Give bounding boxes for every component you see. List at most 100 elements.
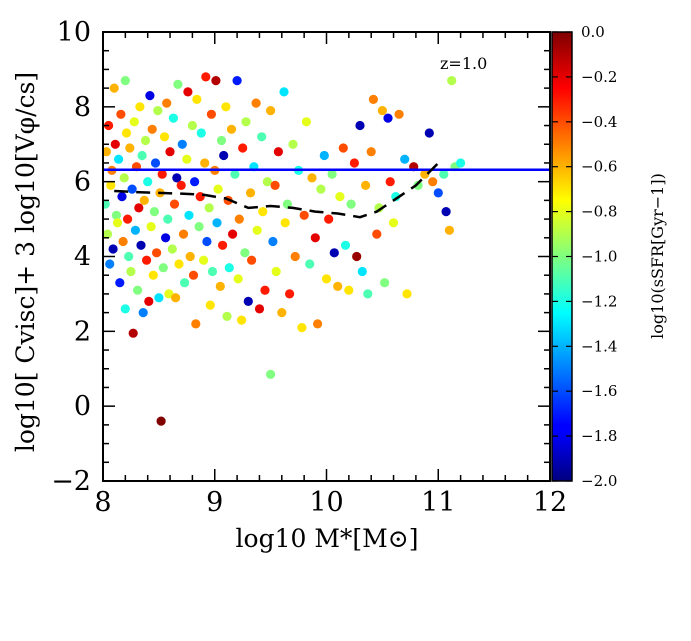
data-point bbox=[118, 236, 128, 247]
data-point bbox=[247, 255, 257, 265]
data-point bbox=[288, 139, 298, 149]
data-point bbox=[191, 319, 201, 329]
data-point bbox=[363, 289, 373, 299]
data-point bbox=[182, 154, 192, 164]
data-point bbox=[346, 199, 356, 209]
data-point bbox=[144, 296, 154, 306]
annotation-redshift: z=1.0 bbox=[440, 54, 487, 73]
data-point bbox=[163, 214, 173, 224]
data-point bbox=[420, 169, 430, 179]
y-tick-label: 0 bbox=[74, 391, 91, 422]
data-point bbox=[270, 180, 280, 190]
data-point bbox=[184, 210, 194, 220]
data-point bbox=[428, 177, 438, 187]
data-point bbox=[158, 263, 168, 273]
data-point bbox=[124, 251, 134, 262]
data-point bbox=[230, 169, 240, 179]
data-point bbox=[344, 285, 354, 295]
data-point bbox=[133, 285, 143, 295]
data-point bbox=[143, 177, 153, 187]
data-point bbox=[424, 128, 434, 138]
data-point bbox=[106, 180, 116, 190]
data-point bbox=[120, 76, 130, 86]
data-point bbox=[324, 214, 334, 224]
data-point bbox=[103, 199, 110, 209]
data-point bbox=[433, 188, 443, 198]
data-point bbox=[380, 278, 390, 288]
data-point bbox=[333, 281, 343, 291]
data-point bbox=[207, 266, 218, 277]
data-point bbox=[199, 255, 209, 265]
data-point bbox=[134, 203, 144, 213]
data-point bbox=[271, 266, 281, 277]
data-point bbox=[402, 289, 412, 299]
colorbar-tick-label: −0.4 bbox=[581, 113, 617, 131]
data-point bbox=[355, 120, 365, 131]
data-point bbox=[147, 124, 157, 134]
data-point bbox=[245, 188, 256, 198]
data-point bbox=[195, 192, 205, 202]
data-point bbox=[439, 169, 449, 179]
data-point bbox=[172, 173, 182, 183]
data-point bbox=[305, 259, 315, 269]
data-point bbox=[232, 76, 242, 86]
data-point bbox=[234, 214, 244, 224]
data-point bbox=[352, 251, 362, 262]
data-point bbox=[349, 158, 359, 168]
data-point bbox=[307, 173, 317, 183]
data-point bbox=[268, 236, 278, 247]
x-axis-title: log10 M*[M⊙] bbox=[236, 524, 419, 553]
plot-frame bbox=[102, 31, 551, 482]
data-point bbox=[176, 180, 186, 190]
y-tick-label: 4 bbox=[74, 242, 91, 273]
data-point bbox=[171, 293, 181, 303]
y-tick-label: 6 bbox=[74, 167, 91, 198]
data-point bbox=[201, 72, 211, 82]
data-point bbox=[316, 184, 326, 194]
data-point bbox=[110, 139, 120, 149]
colorbar-tick-label: −1.4 bbox=[581, 337, 617, 355]
data-point bbox=[222, 311, 232, 321]
data-point bbox=[240, 248, 250, 258]
data-point bbox=[226, 124, 237, 134]
colorbar-tick-label: 0.0 bbox=[581, 23, 605, 41]
data-point bbox=[215, 281, 225, 291]
data-point bbox=[150, 158, 161, 168]
data-point bbox=[125, 143, 135, 153]
data-point bbox=[447, 76, 457, 86]
data-point bbox=[290, 251, 300, 262]
data-point bbox=[206, 109, 216, 119]
data-point bbox=[139, 195, 149, 205]
data-point bbox=[137, 150, 147, 161]
data-point bbox=[174, 259, 184, 269]
data-point bbox=[127, 184, 137, 194]
data-point bbox=[277, 308, 287, 318]
data-point bbox=[126, 266, 136, 277]
data-point bbox=[441, 207, 451, 217]
x-tick-label: 10 bbox=[309, 487, 343, 518]
data-point bbox=[188, 270, 199, 280]
data-point bbox=[327, 169, 337, 179]
data-point bbox=[394, 109, 404, 119]
colorbar-tick-label: −1.8 bbox=[581, 427, 617, 445]
data-point bbox=[335, 192, 345, 202]
data-point bbox=[257, 132, 267, 142]
data-point bbox=[266, 369, 276, 379]
data-point bbox=[109, 83, 119, 93]
data-point bbox=[115, 278, 125, 288]
data-point bbox=[216, 135, 227, 146]
data-point bbox=[299, 210, 309, 220]
data-point bbox=[301, 117, 311, 127]
data-point bbox=[238, 143, 248, 153]
data-point bbox=[241, 117, 251, 127]
data-point bbox=[202, 236, 212, 247]
colorbar-tick-label: −1.0 bbox=[581, 248, 617, 266]
colorbar-tick-label: −2.0 bbox=[581, 472, 617, 490]
data-points bbox=[103, 72, 466, 426]
data-point bbox=[338, 143, 348, 153]
data-point bbox=[383, 113, 393, 123]
data-point bbox=[361, 180, 371, 190]
y-axis-title: log10[ Cvisc]+ 3 log10[Vφ/cs] bbox=[11, 72, 40, 452]
data-point bbox=[159, 132, 170, 142]
data-point bbox=[243, 296, 253, 306]
